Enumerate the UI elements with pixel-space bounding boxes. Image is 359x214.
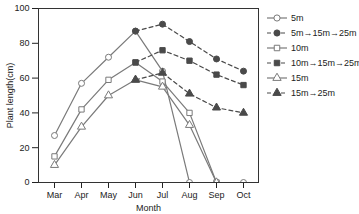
svg-text:Jul: Jul (157, 190, 169, 200)
svg-text:Sep: Sep (208, 190, 224, 200)
svg-text:100: 100 (14, 3, 29, 13)
svg-text:May: May (100, 190, 118, 200)
html-text:15m→25m: 15m→25m (291, 87, 335, 98)
html-text:5m→15m→25m: 5m→15m→25m (291, 27, 357, 38)
svg-text:Mar: Mar (47, 190, 63, 200)
html-text:15m: 15m (291, 72, 309, 83)
svg-text:60: 60 (19, 73, 29, 83)
svg-text:Apr: Apr (74, 190, 88, 200)
svg-text:80: 80 (19, 38, 29, 48)
html-text:10m: 10m (291, 42, 309, 53)
svg-text:Jun: Jun (128, 190, 143, 200)
svg-text:Plant length(cm): Plant length(cm) (5, 63, 15, 129)
svg-text:40: 40 (19, 108, 29, 118)
svg-text:Month: Month (136, 203, 161, 213)
svg-text:20: 20 (19, 143, 29, 153)
html-text:5m: 5m (291, 12, 304, 23)
svg-text:Oct: Oct (236, 190, 251, 200)
svg-text:0: 0 (24, 177, 29, 187)
svg-text:Aug: Aug (181, 190, 197, 200)
